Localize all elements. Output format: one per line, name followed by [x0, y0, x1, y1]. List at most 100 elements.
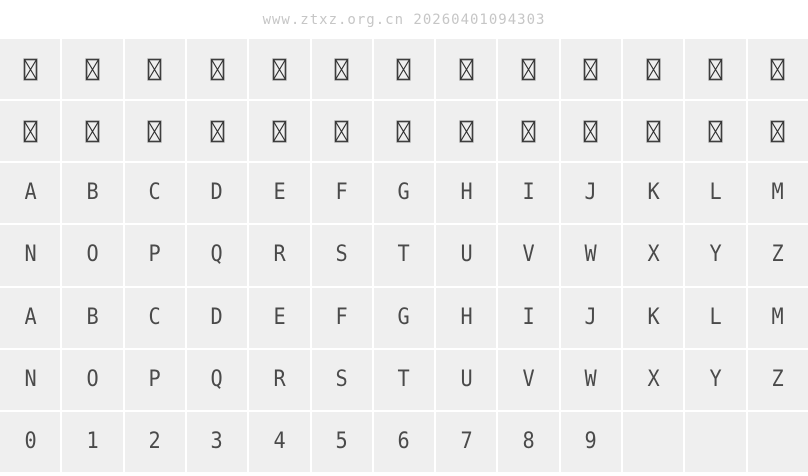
glyph-cell: Z — [747, 225, 808, 286]
glyph-cell: U — [436, 349, 497, 410]
glyph-cell: B — [62, 287, 123, 348]
glyph-cell: 1 — [62, 411, 123, 472]
glyph-cell: F — [311, 287, 372, 348]
notdef-cell — [0, 101, 61, 162]
glyph: 6 — [397, 428, 411, 454]
glyph-cell: J — [560, 287, 622, 348]
glyph: T — [397, 366, 411, 392]
glyph: V — [522, 242, 535, 268]
glyph-cell: B — [62, 163, 123, 224]
notdef-cell — [186, 39, 248, 100]
glyph: X — [647, 366, 660, 392]
glyph-cell: Y — [685, 225, 746, 286]
glyph: 0 — [24, 428, 37, 454]
glyph-specimen-grid: A B C D E F G H I J K L M N O P Q R S T U V W X Y Z A B C D E F G H I J K L M N… — [0, 39, 808, 472]
watermark-bar: www.ztxz.org.cn 20260401094303 — [0, 0, 808, 39]
glyph: O — [86, 366, 99, 392]
notdef-glyph — [147, 120, 162, 143]
glyph-cell: E — [249, 287, 310, 348]
glyph-cell: O — [62, 225, 123, 286]
notdef-cell — [311, 101, 372, 162]
glyph: 5 — [335, 428, 348, 454]
glyph: J — [584, 180, 598, 206]
notdef-glyph — [334, 57, 349, 81]
glyph: D — [210, 304, 224, 330]
notdef-cell — [186, 101, 248, 162]
glyph: M — [771, 304, 784, 330]
glyph: 8 — [522, 428, 535, 454]
glyph-cell: M — [747, 287, 808, 348]
glyph: Z — [771, 366, 784, 392]
glyph: E — [273, 304, 286, 330]
glyph-cell: I — [498, 163, 559, 224]
glyph-cell: 4 — [249, 411, 310, 472]
notdef-glyph — [708, 120, 723, 143]
glyph: 9 — [584, 428, 598, 454]
empty-cell — [685, 411, 746, 472]
glyph-cell: E — [249, 163, 310, 224]
notdef-cell — [436, 101, 497, 162]
glyph-cell: 0 — [0, 411, 61, 472]
glyph: Y — [709, 366, 722, 392]
notdef-glyph — [583, 120, 599, 143]
glyph: C — [148, 304, 161, 330]
notdef-cell — [560, 101, 622, 162]
glyph-cell: N — [0, 225, 61, 286]
notdef-glyph — [209, 120, 225, 143]
notdef-glyph — [23, 57, 38, 81]
notdef-glyph — [459, 120, 474, 143]
glyph-cell: 5 — [311, 411, 372, 472]
glyph-cell: C — [124, 287, 185, 348]
glyph-cell: 8 — [498, 411, 559, 472]
notdef-glyph — [209, 57, 225, 81]
glyph: U — [460, 242, 473, 268]
glyph-cell: 6 — [373, 411, 435, 472]
glyph: S — [335, 242, 348, 268]
notdef-glyph — [272, 120, 287, 143]
glyph: 2 — [148, 428, 161, 454]
glyph-cell: X — [623, 225, 684, 286]
empty-cell — [747, 411, 808, 472]
notdef-glyph — [147, 57, 162, 81]
notdef-cell — [623, 39, 684, 100]
notdef-glyph — [521, 120, 536, 143]
glyph: E — [273, 180, 286, 206]
glyph-cell: P — [124, 349, 185, 410]
glyph: F — [335, 180, 348, 206]
notdef-glyph — [334, 120, 349, 143]
glyph-cell: C — [124, 163, 185, 224]
glyph: Q — [210, 242, 224, 268]
glyph-cell: 9 — [560, 411, 622, 472]
glyph: U — [460, 366, 473, 392]
glyph: L — [709, 304, 722, 330]
glyph: 4 — [273, 428, 286, 454]
glyph-cell: L — [685, 287, 746, 348]
notdef-cell — [373, 101, 435, 162]
notdef-glyph — [23, 120, 38, 143]
glyph: B — [86, 180, 99, 206]
glyph: O — [86, 242, 99, 268]
glyph-cell: L — [685, 163, 746, 224]
glyph: A — [24, 304, 37, 330]
glyph: K — [647, 180, 660, 206]
glyph-cell: J — [560, 163, 622, 224]
notdef-cell — [62, 39, 123, 100]
glyph: I — [522, 304, 535, 330]
notdef-cell — [436, 39, 497, 100]
glyph-cell: D — [186, 287, 248, 348]
glyph: Q — [210, 366, 224, 392]
glyph-cell: 7 — [436, 411, 497, 472]
glyph-cell: X — [623, 349, 684, 410]
notdef-cell — [747, 101, 808, 162]
glyph: C — [148, 180, 161, 206]
notdef-cell — [249, 101, 310, 162]
notdef-cell — [560, 39, 622, 100]
glyph: L — [709, 180, 722, 206]
notdef-glyph — [85, 57, 100, 81]
glyph-cell: I — [498, 287, 559, 348]
glyph-cell: S — [311, 349, 372, 410]
glyph-cell: Z — [747, 349, 808, 410]
glyph: K — [647, 304, 660, 330]
notdef-cell — [685, 101, 746, 162]
